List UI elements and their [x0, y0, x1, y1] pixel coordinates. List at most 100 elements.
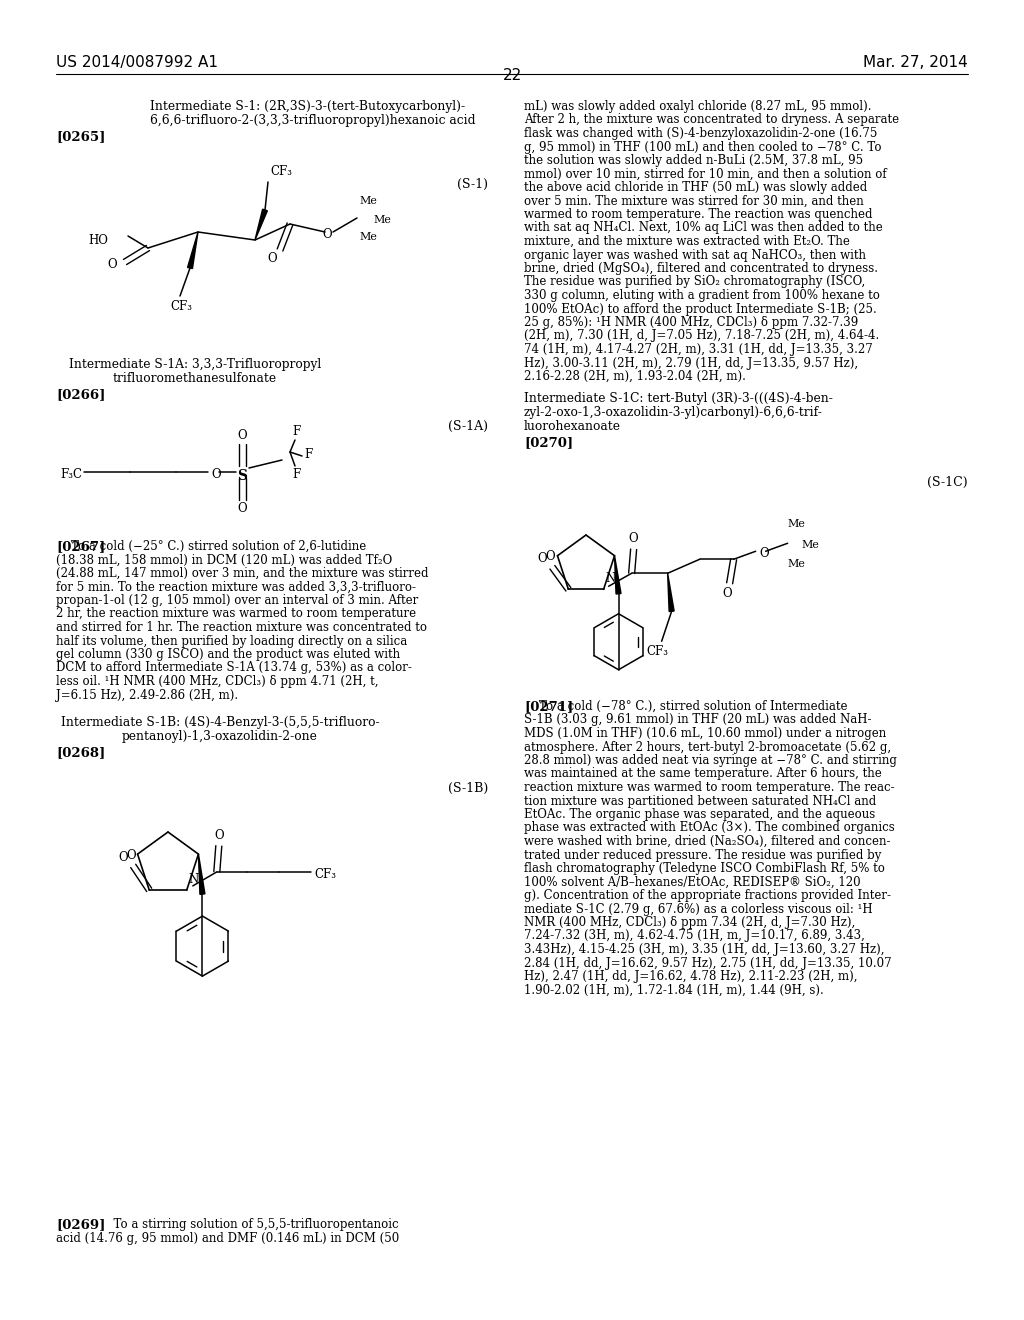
Text: F: F	[292, 425, 300, 438]
Text: US 2014/0087992 A1: US 2014/0087992 A1	[56, 55, 218, 70]
Polygon shape	[668, 573, 674, 611]
Text: mmol) over 10 min, stirred for 10 min, and then a solution of: mmol) over 10 min, stirred for 10 min, a…	[524, 168, 887, 181]
Text: (S-1C): (S-1C)	[928, 477, 968, 488]
Text: 3.43Hz), 4.15-4.25 (3H, m), 3.35 (1H, dd, J=13.60, 3.27 Hz),: 3.43Hz), 4.15-4.25 (3H, m), 3.35 (1H, dd…	[524, 942, 885, 956]
Text: Me: Me	[373, 215, 391, 224]
Text: [0271]: [0271]	[524, 700, 573, 713]
Text: HO: HO	[88, 234, 108, 247]
Text: was maintained at the same temperature. After 6 hours, the: was maintained at the same temperature. …	[524, 767, 882, 780]
Text: N: N	[188, 873, 199, 886]
Text: The residue was purified by SiO₂ chromatography (ISCO,: The residue was purified by SiO₂ chromat…	[524, 276, 865, 289]
Text: Intermediate S-1A: 3,3,3-Trifluoropropyl: Intermediate S-1A: 3,3,3-Trifluoropropyl	[69, 358, 322, 371]
Text: NMR (400 MHz, CDCl₃) δ ppm 7.34 (2H, d, J=7.30 Hz),: NMR (400 MHz, CDCl₃) δ ppm 7.34 (2H, d, …	[524, 916, 855, 929]
Text: S-1B (3.03 g, 9.61 mmol) in THF (20 mL) was added NaH-: S-1B (3.03 g, 9.61 mmol) in THF (20 mL) …	[524, 714, 871, 726]
Text: O: O	[214, 829, 223, 842]
Text: DCM to afford Intermediate S-1A (13.74 g, 53%) as a color-: DCM to afford Intermediate S-1A (13.74 g…	[56, 661, 412, 675]
Text: for 5 min. To the reaction mixture was added 3,3,3-trifluoro-: for 5 min. To the reaction mixture was a…	[56, 581, 416, 594]
Text: MDS (1.0M in THF) (10.6 mL, 10.60 mmol) under a nitrogen: MDS (1.0M in THF) (10.6 mL, 10.60 mmol) …	[524, 727, 886, 741]
Text: Me: Me	[359, 195, 377, 206]
Text: tion mixture was partitioned between saturated NH₄Cl and: tion mixture was partitioned between sat…	[524, 795, 877, 808]
Text: Mar. 27, 2014: Mar. 27, 2014	[863, 55, 968, 70]
Polygon shape	[255, 209, 267, 240]
Text: 2.84 (1H, dd, J=16.62, 9.57 Hz), 2.75 (1H, dd, J=13.35, 10.07: 2.84 (1H, dd, J=16.62, 9.57 Hz), 2.75 (1…	[524, 957, 892, 969]
Polygon shape	[187, 232, 198, 268]
Text: [0266]: [0266]	[56, 388, 105, 401]
Text: O: O	[546, 550, 555, 564]
Polygon shape	[614, 556, 621, 594]
Text: [0267]: [0267]	[56, 540, 105, 553]
Text: O: O	[538, 552, 548, 565]
Text: CF₃: CF₃	[170, 300, 193, 313]
Text: Intermediate S-1C: tert-Butyl (3R)-3-(((4S)-4-ben-: Intermediate S-1C: tert-Butyl (3R)-3-(((…	[524, 392, 833, 405]
Text: phase was extracted with EtOAc (3×). The combined organics: phase was extracted with EtOAc (3×). The…	[524, 821, 895, 834]
Text: Me: Me	[787, 519, 806, 529]
Text: (S-1A): (S-1A)	[449, 420, 488, 433]
Text: flash chromatography (Teledyne ISCO CombiFlash Rf, 5% to: flash chromatography (Teledyne ISCO Comb…	[524, 862, 885, 875]
Text: warmed to room temperature. The reaction was quenched: warmed to room temperature. The reaction…	[524, 209, 872, 220]
Text: O: O	[760, 546, 769, 560]
Text: CF₃: CF₃	[314, 869, 337, 882]
Text: zyl-2-oxo-1,3-oxazolidin-3-yl)carbonyl)-6,6,6-trif-: zyl-2-oxo-1,3-oxazolidin-3-yl)carbonyl)-…	[524, 407, 823, 418]
Text: F: F	[292, 469, 300, 480]
Text: O: O	[322, 228, 332, 242]
Text: S: S	[237, 469, 247, 483]
Text: mixture, and the mixture was extracted with Et₂O. The: mixture, and the mixture was extracted w…	[524, 235, 850, 248]
Text: [0269]: [0269]	[56, 1218, 105, 1232]
Text: trated under reduced pressure. The residue was purified by: trated under reduced pressure. The resid…	[524, 849, 882, 862]
Text: [0270]: [0270]	[524, 436, 573, 449]
Text: over 5 min. The mixture was stirred for 30 min, and then: over 5 min. The mixture was stirred for …	[524, 194, 864, 207]
Text: O: O	[108, 257, 117, 271]
Text: luorohexanoate: luorohexanoate	[524, 420, 621, 433]
Text: half its volume, then purified by loading directly on a silica: half its volume, then purified by loadin…	[56, 635, 408, 648]
Text: (24.88 mL, 147 mmol) over 3 min, and the mixture was stirred: (24.88 mL, 147 mmol) over 3 min, and the…	[56, 568, 428, 579]
Text: O: O	[238, 502, 247, 515]
Text: and stirred for 1 hr. The reaction mixture was concentrated to: and stirred for 1 hr. The reaction mixtu…	[56, 620, 427, 634]
Text: pentanoyl)-1,3-oxazolidin-2-one: pentanoyl)-1,3-oxazolidin-2-one	[122, 730, 317, 743]
Text: 25 g, 85%): ¹H NMR (400 MHz, CDCl₃) δ ppm 7.32-7.39: 25 g, 85%): ¹H NMR (400 MHz, CDCl₃) δ pp…	[524, 315, 858, 329]
Text: Hz), 2.47 (1H, dd, J=16.62, 4.78 Hz), 2.11-2.23 (2H, m),: Hz), 2.47 (1H, dd, J=16.62, 4.78 Hz), 2.…	[524, 970, 857, 983]
Text: 100% EtOAc) to afford the product Intermediate S-1B; (25.: 100% EtOAc) to afford the product Interm…	[524, 302, 877, 315]
Text: were washed with brine, dried (Na₂SO₄), filtered and concen-: were washed with brine, dried (Na₂SO₄), …	[524, 836, 891, 847]
Text: mL) was slowly added oxalyl chloride (8.27 mL, 95 mmol).: mL) was slowly added oxalyl chloride (8.…	[524, 100, 871, 114]
Text: 28.8 mmol) was added neat via syringe at −78° C. and stirring: 28.8 mmol) was added neat via syringe at…	[524, 754, 897, 767]
Text: N: N	[605, 573, 615, 585]
Text: (S-1B): (S-1B)	[447, 781, 488, 795]
Text: Me: Me	[787, 560, 806, 569]
Text: gel column (330 g ISCO) and the product was eluted with: gel column (330 g ISCO) and the product …	[56, 648, 400, 661]
Text: F₃C: F₃C	[60, 469, 82, 482]
Text: Intermediate S-1: (2R,3S)-3-(tert-Butoxycarbonyl)-: Intermediate S-1: (2R,3S)-3-(tert-Butoxy…	[150, 100, 465, 114]
Text: reaction mixture was warmed to room temperature. The reac-: reaction mixture was warmed to room temp…	[524, 781, 895, 795]
Text: O: O	[723, 587, 732, 601]
Text: J=6.15 Hz), 2.49-2.86 (2H, m).: J=6.15 Hz), 2.49-2.86 (2H, m).	[56, 689, 239, 701]
Text: 1.90-2.02 (1H, m), 1.72-1.84 (1H, m), 1.44 (9H, s).: 1.90-2.02 (1H, m), 1.72-1.84 (1H, m), 1.…	[524, 983, 823, 997]
Text: flask was changed with (S)-4-benzyloxazolidin-2-one (16.75: flask was changed with (S)-4-benzyloxazo…	[524, 127, 878, 140]
Text: the solution was slowly added n-BuLi (2.5M, 37.8 mL, 95: the solution was slowly added n-BuLi (2.…	[524, 154, 863, 168]
Text: O: O	[211, 469, 220, 482]
Text: less oil. ¹H NMR (400 MHz, CDCl₃) δ ppm 4.71 (2H, t,: less oil. ¹H NMR (400 MHz, CDCl₃) δ ppm …	[56, 675, 379, 688]
Text: 2 hr, the reaction mixture was warmed to room temperature: 2 hr, the reaction mixture was warmed to…	[56, 607, 416, 620]
Text: Me: Me	[802, 540, 819, 550]
Text: acid (14.76 g, 95 mmol) and DMF (0.146 mL) in DCM (50: acid (14.76 g, 95 mmol) and DMF (0.146 m…	[56, 1232, 399, 1245]
Text: 100% solvent A/B–hexanes/EtOAc, REDISEP® SiO₂, 120: 100% solvent A/B–hexanes/EtOAc, REDISEP®…	[524, 875, 860, 888]
Text: O: O	[267, 252, 278, 265]
Text: F: F	[304, 447, 312, 461]
Text: After 2 h, the mixture was concentrated to dryness. A separate: After 2 h, the mixture was concentrated …	[524, 114, 899, 127]
Text: O: O	[118, 850, 128, 863]
Text: brine, dried (MgSO₄), filtered and concentrated to dryness.: brine, dried (MgSO₄), filtered and conce…	[524, 261, 878, 275]
Text: atmosphere. After 2 hours, tert-butyl 2-bromoacetate (5.62 g,: atmosphere. After 2 hours, tert-butyl 2-…	[524, 741, 891, 754]
Text: CF₃: CF₃	[646, 645, 669, 659]
Text: 330 g column, eluting with a gradient from 100% hexane to: 330 g column, eluting with a gradient fr…	[524, 289, 880, 302]
Polygon shape	[199, 854, 205, 895]
Text: Me: Me	[359, 232, 377, 242]
Text: the above acid chloride in THF (50 mL) was slowly added: the above acid chloride in THF (50 mL) w…	[524, 181, 867, 194]
Text: To a stirring solution of 5,5,5-trifluoropentanoic: To a stirring solution of 5,5,5-trifluor…	[106, 1218, 398, 1232]
Text: trifluoromethanesulfonate: trifluoromethanesulfonate	[113, 372, 278, 385]
Text: (S-1): (S-1)	[457, 178, 488, 191]
Text: [0265]: [0265]	[56, 129, 105, 143]
Text: O: O	[629, 532, 638, 545]
Text: 6,6,6-trifluoro-2-(3,3,3-trifluoropropyl)hexanoic acid: 6,6,6-trifluoro-2-(3,3,3-trifluoropropyl…	[150, 114, 475, 127]
Text: To a cold (−78° C.), stirred solution of Intermediate: To a cold (−78° C.), stirred solution of…	[524, 700, 848, 713]
Text: [0268]: [0268]	[56, 746, 105, 759]
Text: mediate S-1C (2.79 g, 67.6%) as a colorless viscous oil: ¹H: mediate S-1C (2.79 g, 67.6%) as a colorl…	[524, 903, 872, 916]
Text: 74 (1H, m), 4.17-4.27 (2H, m), 3.31 (1H, dd, J=13.35, 3.27: 74 (1H, m), 4.17-4.27 (2H, m), 3.31 (1H,…	[524, 343, 872, 356]
